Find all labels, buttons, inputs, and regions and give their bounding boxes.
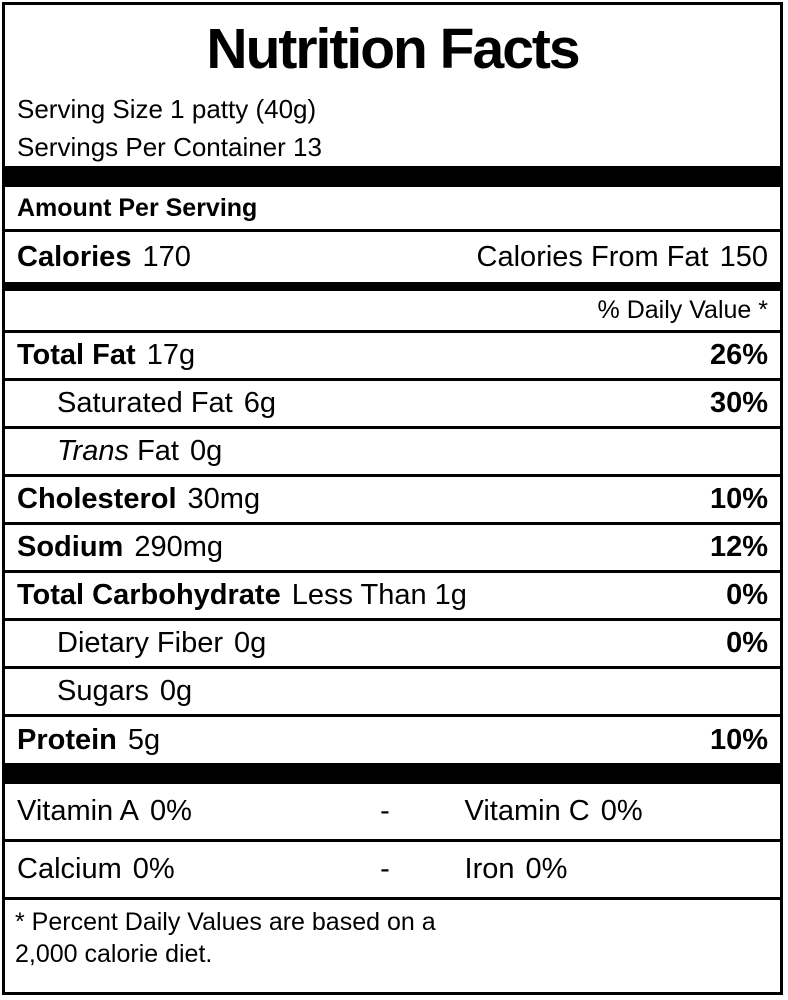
footnote: * Percent Daily Values are based on a 2,…: [5, 900, 780, 992]
calories-group: Calories 170: [17, 241, 191, 274]
vitamin-separator: -: [380, 853, 390, 885]
nutrient-name: Total Carbohydrate: [17, 579, 281, 611]
nutrient-name: Sugars: [57, 675, 149, 707]
nutrient-daily-value: 12%: [709, 531, 768, 563]
nutrient-row-trans-fat: Trans Fat 0g: [5, 429, 780, 477]
nutrient-daily-value: 0%: [726, 627, 768, 659]
daily-value-header: % Daily Value *: [597, 296, 768, 324]
nutrient-amount: 17g: [146, 339, 196, 371]
serving-info: Serving Size 1 patty (40g) Servings Per …: [5, 90, 780, 166]
nutrient-name: Sodium: [17, 531, 124, 563]
nutrient-amount: 290mg: [134, 531, 224, 563]
section-divider-bar-bottom: [5, 763, 780, 784]
nutrient-daily-value: 0%: [726, 579, 768, 611]
nutrient-name: Trans Fat: [17, 435, 179, 468]
vitamin-left-group: Vitamin A 0%: [17, 795, 347, 828]
vitamin-value: 0%: [600, 795, 643, 827]
nutrient-row-protein: Protein 5g 10%: [5, 717, 780, 763]
calories-row: Calories 170 Calories From Fat 150: [5, 232, 780, 282]
section-divider-bar-top: [5, 166, 780, 187]
nutrient-row-total-fat: Total Fat 17g 26%: [5, 333, 780, 381]
nutrient-daily-value: 26%: [709, 339, 768, 371]
vitamin-separator: -: [380, 795, 390, 827]
vitamin-value: 0%: [150, 795, 192, 827]
nutrient-amount: 5g: [127, 723, 161, 756]
nutrient-daily-value: 30%: [709, 387, 768, 419]
label-title: Nutrition Facts: [206, 17, 580, 81]
nutrient-row-sugars: Sugars 0g: [5, 669, 780, 717]
daily-value-header-row: % Daily Value *: [5, 291, 780, 333]
nutrient-name-italic: Trans: [57, 435, 129, 467]
calories-from-fat-label: Calories From Fat: [476, 240, 709, 273]
vitamin-row-calcium-iron: Calcium 0% - Iron 0%: [5, 842, 780, 900]
vitamin-row-a-c: Vitamin A 0% - Vitamin C 0%: [5, 784, 780, 842]
vitamin-value: 0%: [525, 853, 568, 885]
vitamin-value: 0%: [132, 853, 175, 885]
vitamin-right-group: Vitamin C 0%: [423, 795, 768, 828]
nutrient-row-cholesterol: Cholesterol 30mg 10%: [5, 477, 780, 525]
nutrient-amount: 30mg: [187, 483, 261, 515]
nutrient-amount: 6g: [243, 387, 276, 419]
nutrient-amount: Less Than 1g: [291, 579, 467, 611]
amount-per-serving-row: Amount Per Serving: [5, 187, 780, 232]
nutrient-amount: 0g: [234, 627, 267, 659]
nutrient-name: Protein: [17, 723, 117, 756]
nutrient-daily-value: 10%: [709, 483, 768, 515]
nutrient-row-total-carbohydrate: Total Carbohydrate Less Than 1g 0%: [5, 573, 780, 621]
nutrient-daily-value: 10%: [709, 723, 768, 756]
vitamin-name: Calcium: [17, 853, 122, 885]
nutrient-row-saturated-fat: Saturated Fat 6g 30%: [5, 381, 780, 429]
vitamin-right-group: Iron 0%: [423, 853, 768, 886]
calories-label: Calories: [17, 240, 132, 273]
nutrient-amount: 0g: [159, 675, 193, 707]
nutrient-name: Dietary Fiber: [57, 627, 223, 659]
nutrient-name: Saturated Fat: [57, 387, 233, 419]
vitamin-name: Iron: [464, 853, 515, 885]
serving-size: Serving Size 1 patty (40g): [17, 93, 317, 124]
section-divider-bar-calories: [5, 282, 780, 291]
footnote-line-2: 2,000 calorie diet.: [15, 939, 213, 968]
nutrient-name: Cholesterol: [17, 483, 177, 515]
calories-from-fat-value: 150: [719, 240, 768, 273]
calories-from-fat-group: Calories From Fat 150: [477, 241, 768, 274]
amount-per-serving-label: Amount Per Serving: [17, 193, 258, 222]
nutrient-amount: 0g: [190, 435, 223, 467]
vitamin-left-group: Calcium 0%: [17, 853, 347, 886]
vitamin-name: Vitamin A: [17, 795, 139, 827]
title-block: Nutrition Facts: [5, 5, 780, 90]
footnote-line-1: * Percent Daily Values are based on a: [15, 908, 436, 936]
servings-per-container: Servings Per Container 13: [17, 131, 322, 162]
nutrient-row-dietary-fiber: Dietary Fiber 0g 0%: [5, 621, 780, 669]
nutrient-name: Total Fat: [17, 339, 136, 371]
nutrient-row-sodium: Sodium 290mg 12%: [5, 525, 780, 573]
calories-value: 170: [142, 240, 191, 273]
nutrient-name-rest: Fat: [137, 435, 179, 467]
vitamin-name: Vitamin C: [464, 795, 590, 827]
